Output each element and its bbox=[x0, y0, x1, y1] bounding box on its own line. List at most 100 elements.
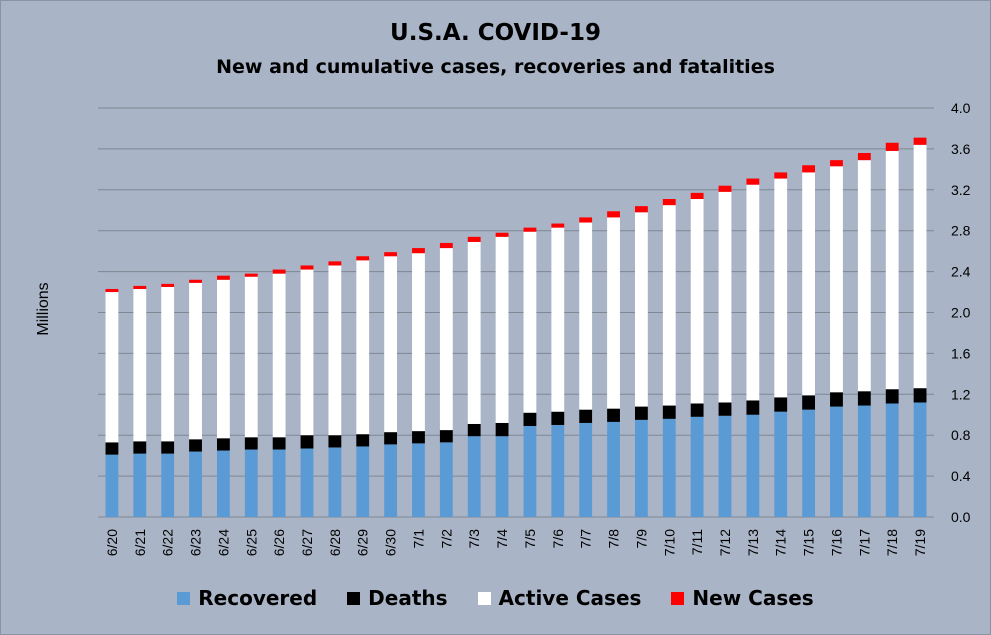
bar-segment-new-cases bbox=[467, 236, 481, 242]
bar-segment-deaths bbox=[384, 432, 398, 445]
bar-segment-active-cases bbox=[161, 286, 175, 442]
x-tick-label: 7/5 bbox=[522, 529, 538, 549]
x-tick-label: 6/25 bbox=[243, 529, 259, 556]
bar-segment-recovered bbox=[551, 424, 565, 517]
bar-segment-recovered bbox=[272, 449, 286, 517]
bar-segment-deaths bbox=[634, 406, 648, 420]
bar-segment-deaths bbox=[551, 411, 565, 425]
bar-segment-active-cases bbox=[718, 191, 732, 403]
legend-item: Deaths bbox=[347, 586, 448, 610]
bar-segment-recovered bbox=[244, 449, 258, 517]
y-tick-label: 3.2 bbox=[951, 182, 971, 198]
bar-segment-deaths bbox=[189, 439, 202, 452]
bar-segment-deaths bbox=[439, 430, 453, 443]
legend-item: Active Cases bbox=[477, 586, 642, 610]
bar-segment-deaths bbox=[272, 437, 286, 450]
bar-segment-deaths bbox=[105, 442, 119, 455]
bar-segment-deaths bbox=[328, 435, 342, 448]
bar-segment-new-cases bbox=[161, 283, 175, 287]
x-tick-label: 7/14 bbox=[773, 529, 789, 556]
bar-segment-recovered bbox=[439, 442, 453, 517]
bar-segment-active-cases bbox=[690, 199, 704, 404]
chart-subtitle: New and cumulative cases, recoveries and… bbox=[216, 56, 775, 78]
x-tick-label: 7/10 bbox=[661, 529, 677, 556]
x-tick-label: 7/17 bbox=[856, 529, 872, 556]
bar-segment-deaths bbox=[216, 438, 230, 451]
bar-segment-active-cases bbox=[662, 205, 676, 406]
x-tick-label: 6/24 bbox=[215, 529, 231, 556]
bar-segment-new-cases bbox=[802, 165, 816, 173]
legend-label: Active Cases bbox=[498, 586, 642, 610]
x-tick-label: 6/26 bbox=[271, 529, 287, 556]
bar-segment-active-cases bbox=[300, 269, 314, 436]
x-tick-label: 7/18 bbox=[884, 529, 900, 556]
bar-segment-recovered bbox=[161, 453, 175, 517]
bar-segment-new-cases bbox=[412, 248, 425, 254]
x-tick-label: 7/3 bbox=[466, 529, 482, 549]
bar-segment-new-cases bbox=[189, 279, 202, 283]
x-tick-label: 7/15 bbox=[801, 529, 817, 556]
y-tick-label: 0.0 bbox=[951, 509, 971, 525]
bar-segment-new-cases bbox=[885, 142, 899, 151]
x-tick-label: 7/6 bbox=[550, 529, 566, 549]
bar-segment-active-cases bbox=[523, 231, 537, 413]
bar-segment-active-cases bbox=[579, 222, 593, 410]
bar-segment-active-cases bbox=[830, 166, 843, 393]
y-tick-label: 3.6 bbox=[951, 141, 971, 157]
y-tick-label: 2.8 bbox=[951, 223, 971, 239]
bar-segment-recovered bbox=[105, 454, 119, 517]
bar-segment-active-cases bbox=[802, 172, 816, 396]
legend-label: Deaths bbox=[368, 586, 448, 610]
y-tick-label: 1.2 bbox=[951, 386, 971, 402]
bar-segment-new-cases bbox=[384, 252, 398, 257]
bar-segment-new-cases bbox=[356, 256, 370, 261]
x-tick-label: 7/12 bbox=[717, 529, 733, 556]
bar-segment-new-cases bbox=[662, 199, 676, 206]
legend-swatch bbox=[671, 591, 685, 605]
bar-segment-active-cases bbox=[244, 276, 258, 438]
bar-segment-deaths bbox=[133, 441, 147, 454]
bar-segment-deaths bbox=[885, 389, 899, 404]
bar-segment-deaths bbox=[161, 441, 175, 454]
bar-segment-active-cases bbox=[189, 282, 202, 440]
bar-segment-active-cases bbox=[551, 227, 565, 412]
bar-segment-deaths bbox=[523, 412, 537, 426]
bar-segment-deaths bbox=[746, 400, 760, 415]
x-tick-label: 7/19 bbox=[912, 529, 928, 556]
chart-title: U.S.A. COVID-19 bbox=[390, 20, 601, 46]
bar-segment-active-cases bbox=[328, 265, 342, 436]
bar-segment-deaths bbox=[579, 409, 593, 423]
bar-segment-new-cases bbox=[216, 275, 230, 280]
bar-segment-recovered bbox=[523, 425, 537, 517]
bar-segment-recovered bbox=[885, 403, 899, 517]
bar-segment-new-cases bbox=[857, 152, 871, 161]
x-tick-label: 7/11 bbox=[689, 529, 705, 555]
bar-segment-new-cases bbox=[272, 269, 286, 274]
bar-segment-new-cases bbox=[133, 285, 147, 289]
y-tick-label: 0.4 bbox=[951, 468, 971, 484]
bar-segment-active-cases bbox=[467, 241, 481, 424]
bar-segment-recovered bbox=[300, 448, 314, 517]
bar-segment-active-cases bbox=[272, 273, 286, 438]
x-tick-label: 6/27 bbox=[299, 529, 315, 556]
bar-segment-active-cases bbox=[105, 292, 119, 443]
bar-segment-active-cases bbox=[439, 248, 453, 431]
bar-segment-deaths bbox=[495, 422, 509, 437]
bar-segment-deaths bbox=[662, 405, 676, 419]
legend-item: New Cases bbox=[671, 586, 814, 610]
bar-segment-new-cases bbox=[579, 217, 593, 223]
y-tick-label: 2.0 bbox=[951, 305, 971, 321]
bar-segment-new-cases bbox=[551, 223, 565, 228]
y-tick-label: 2.4 bbox=[951, 264, 971, 280]
x-tick-label: 7/1 bbox=[410, 529, 426, 549]
bar-segment-deaths bbox=[913, 388, 927, 403]
legend-label: Recovered bbox=[198, 586, 318, 610]
bar-segment-recovered bbox=[774, 411, 788, 517]
bar-segment-recovered bbox=[495, 436, 509, 517]
bar-segment-active-cases bbox=[774, 178, 788, 398]
bar-segment-deaths bbox=[690, 403, 704, 417]
legend-swatch bbox=[177, 591, 191, 605]
bar-segment-active-cases bbox=[857, 160, 871, 392]
y-tick-label: 4.0 bbox=[951, 100, 971, 116]
legend: Recovered Deaths Active Cases New Cases bbox=[0, 586, 991, 610]
